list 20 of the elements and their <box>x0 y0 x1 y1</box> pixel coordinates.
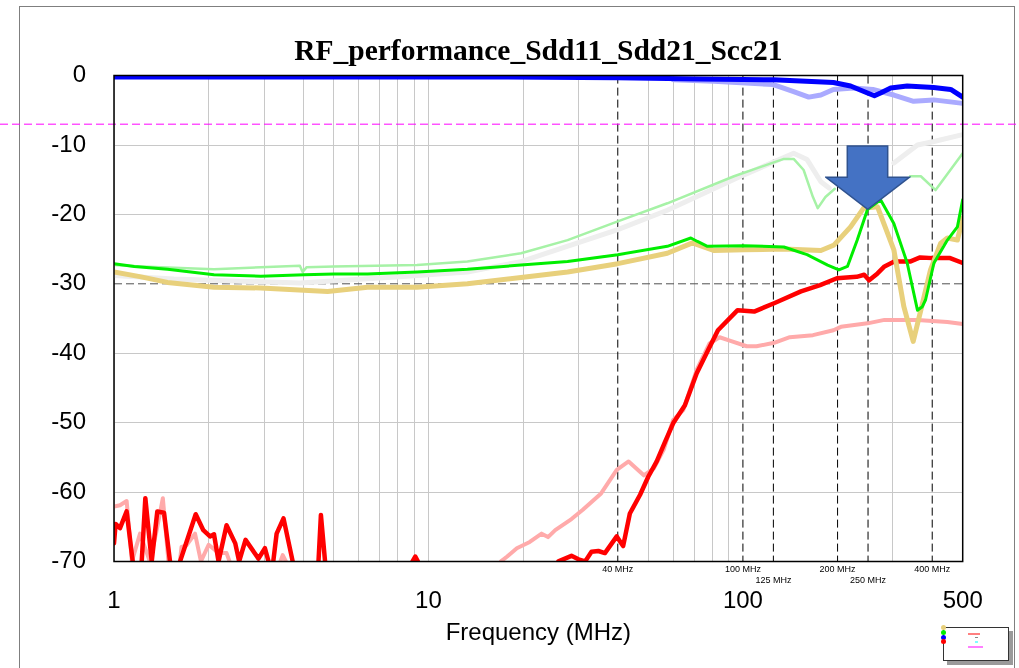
chart-title: RF_performance_Sdd11_Sdd21_Scc21 <box>294 34 783 66</box>
y-tick-label: -70 <box>51 546 86 574</box>
x-tick-label: 10 <box>415 586 442 614</box>
x-tick-label: 500 <box>942 586 983 614</box>
y-tick-label: 0 <box>72 60 86 88</box>
ref-line-label: 200 MHz <box>819 563 857 574</box>
ref-line-label: 400 MHz <box>914 563 951 574</box>
x-tick-label: 100 <box>722 586 763 614</box>
y-tick-label: -60 <box>51 476 86 504</box>
y-tick-label: -10 <box>51 129 86 157</box>
y-tick-label: -40 <box>51 337 86 365</box>
y-tick-label: -20 <box>51 199 86 227</box>
y-tick-label: -30 <box>51 268 86 296</box>
x-axis-title: Frequency (MHz) <box>445 617 632 645</box>
ref-line-label: 100 MHz <box>724 563 762 574</box>
y-tick-label: -50 <box>51 407 86 435</box>
ref-line-label: 40 MHz <box>602 563 634 574</box>
ref-line-label: 125 MHz <box>755 574 792 585</box>
ref-line-label: 250 MHz <box>850 574 887 585</box>
x-tick-label: 1 <box>107 586 121 614</box>
